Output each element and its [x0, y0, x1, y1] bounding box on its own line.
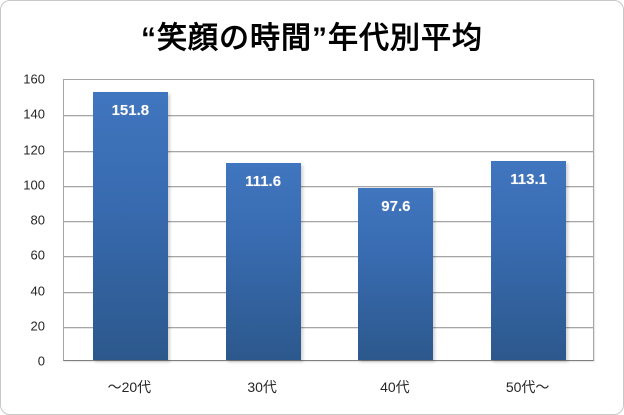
bar-value-label: 151.8	[111, 102, 150, 120]
y-axis-tick-label: 100	[23, 177, 45, 193]
bar-value-label: 111.6	[245, 173, 282, 191]
y-axis-tick-label: 120	[23, 142, 45, 157]
y-axis-tick-label: 140	[23, 106, 45, 122]
gridline	[64, 221, 593, 222]
y-axis-tick-label: 40	[30, 283, 45, 298]
x-axis-tick-label: 40代	[380, 379, 410, 395]
y-axis-tick-label: 0	[37, 353, 45, 369]
gridline	[64, 115, 593, 117]
x-axis-tick-label: 30代	[247, 379, 277, 395]
y-axis-tick-label: 60	[30, 247, 45, 263]
gridline	[64, 185, 593, 187]
chart-title: “笑顔の時間”年代別平均	[141, 22, 483, 55]
bar-value-label: 113.1	[510, 170, 547, 188]
gridline	[64, 256, 593, 258]
bar: 111.6	[225, 163, 301, 360]
bar: 151.8	[92, 92, 168, 360]
gridline	[64, 326, 593, 328]
x-axis: ～20代 30代 40代 50代～	[63, 363, 594, 403]
y-axis-tick-label: 160	[23, 71, 45, 87]
y-axis-tick-label: 80	[30, 212, 45, 228]
y-axis: 0 20 40 60 80 100 120 140 160	[1, 72, 47, 369]
plot-area: 151.8 111.6 97.6 113.1	[63, 79, 594, 361]
x-axis-tick-label: 50代～	[505, 379, 550, 395]
bar: 113.1	[491, 160, 567, 360]
x-axis-tick-label: ～20代	[107, 379, 152, 395]
bar-value-label: 97.6	[381, 197, 411, 215]
gridline	[64, 291, 593, 293]
bar: 97.6	[358, 187, 434, 360]
y-axis-tick-label: 20	[30, 318, 45, 334]
gridline	[64, 150, 593, 152]
